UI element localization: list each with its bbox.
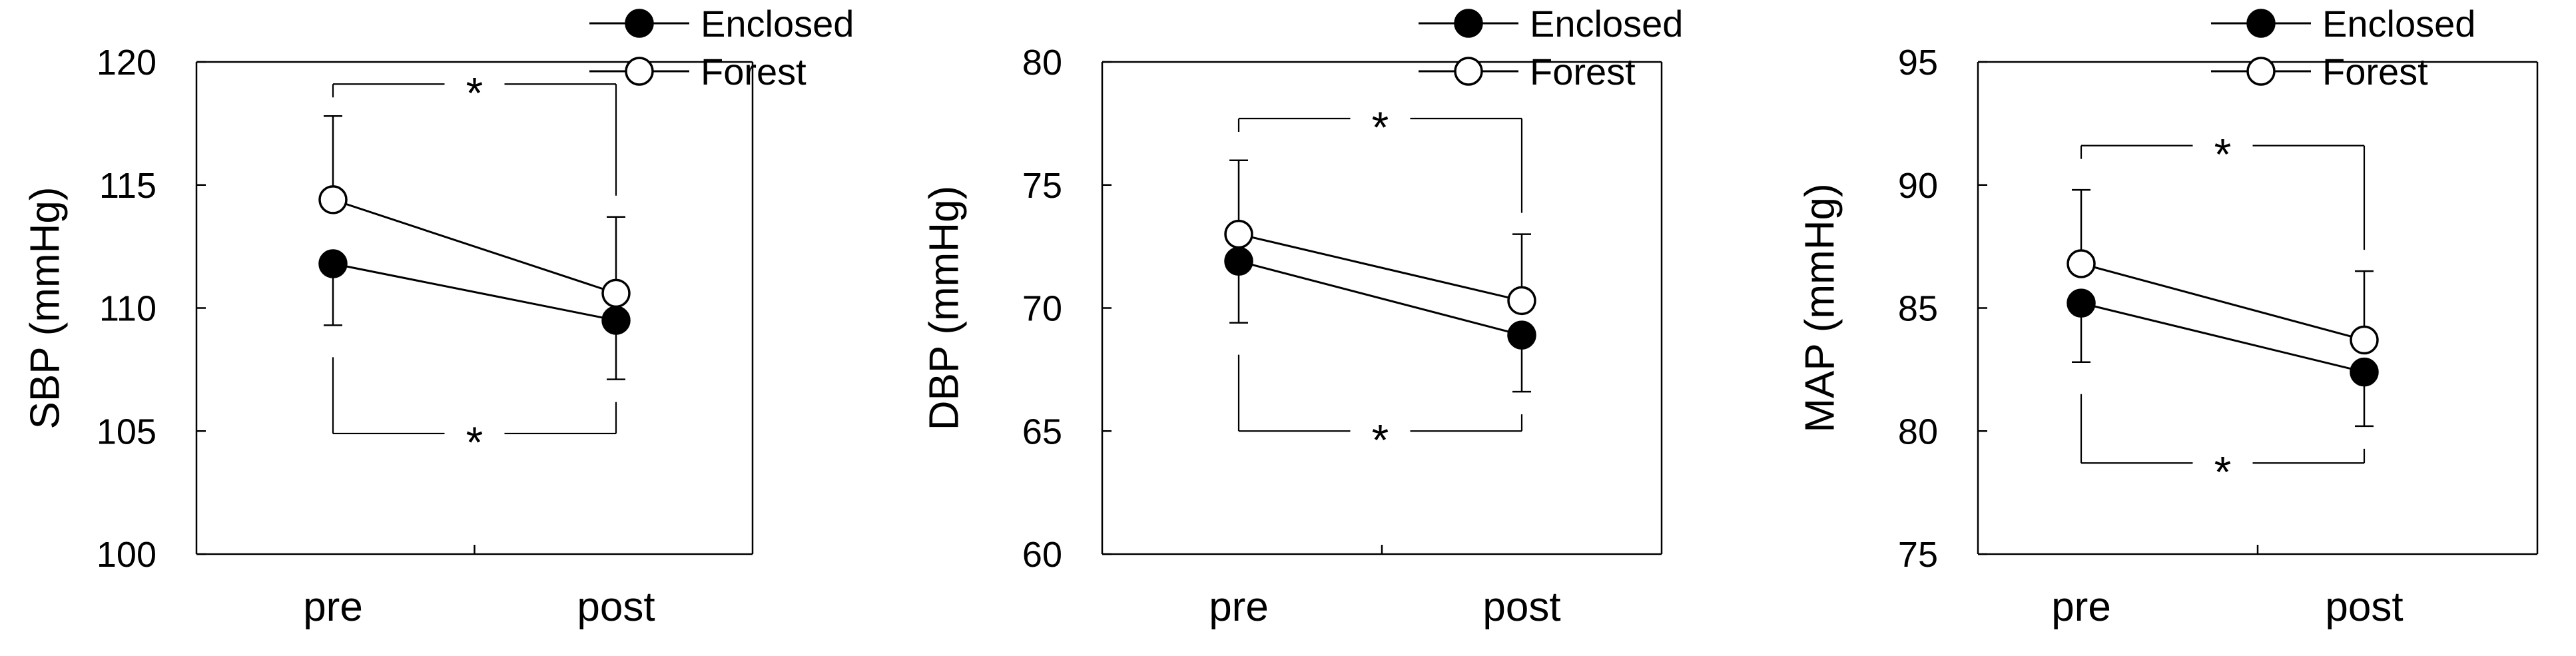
y-tick-label: 110	[99, 289, 157, 329]
significance-star: *	[2214, 130, 2232, 179]
legend-label: Forest	[1530, 51, 1636, 93]
y-tick-label: 60	[1022, 535, 1062, 575]
y-tick-label: 90	[1898, 166, 1938, 206]
y-tick-label: 95	[1898, 43, 1938, 83]
legend-marker	[1454, 57, 1483, 86]
data-point-enclosed-post	[2350, 357, 2379, 387]
y-axis-title: DBP (mmHg)	[922, 186, 968, 430]
y-tick-label: 75	[1022, 166, 1062, 206]
series-line-forest	[2081, 262, 2365, 341]
y-axis-title: SBP (mmHg)	[23, 186, 69, 429]
bottom-significance-bracket: *	[2080, 394, 2366, 496]
data-point-forest-pre	[1224, 219, 1253, 249]
series-line-forest	[1238, 233, 1522, 302]
data-point-enclosed-post	[601, 306, 631, 335]
top-significance-bracket: *	[332, 68, 617, 196]
significance-star: *	[466, 68, 483, 117]
chart-panel-3: 75 80 85 90 95 pre post MAP (mmHg) * * Enclosed For…	[1797, 3, 2539, 630]
y-axis-title: MAP (mmHg)	[1797, 183, 1843, 432]
legend-entry-forest: Forest	[1419, 51, 1636, 93]
legend-entry-enclosed: Enclosed	[1419, 3, 1683, 45]
significance-star: *	[466, 418, 483, 467]
bottom-significance-bracket: *	[332, 357, 617, 467]
significance-star: *	[1372, 103, 1389, 152]
legend-entry-forest: Forest	[2211, 51, 2428, 93]
y-tick-label: 65	[1022, 412, 1062, 452]
y-tick-label: 100	[97, 535, 157, 575]
data-point-enclosed-pre	[1224, 246, 1253, 276]
legend-marker	[2246, 9, 2276, 38]
series-line-forest	[332, 198, 617, 294]
top-significance-bracket: *	[2080, 130, 2366, 250]
top-significance-bracket: *	[1237, 103, 1523, 213]
y-tick-label: 115	[99, 166, 157, 206]
legend-label: Forest	[701, 51, 806, 93]
legend-entry-forest: Forest	[589, 51, 806, 93]
bottom-significance-bracket: *	[1237, 354, 1523, 464]
data-point-enclosed-post	[1507, 320, 1536, 350]
legend-label: Enclosed	[2322, 3, 2475, 45]
significance-star: *	[2214, 447, 2232, 496]
y-tick-label: 75	[1898, 535, 1938, 575]
data-point-enclosed-pre	[2067, 288, 2096, 318]
y-tick-label: 85	[1898, 289, 1938, 329]
x-tick-label-pre: pre	[2051, 584, 2111, 630]
x-tick-label-pre: pre	[303, 584, 363, 630]
series-line-enclosed	[1238, 260, 1522, 336]
y-tick-label: 120	[97, 43, 157, 83]
legend-label: Enclosed	[701, 3, 854, 45]
x-tick-label-pre: pre	[1209, 584, 1269, 630]
data-point-forest-pre	[318, 185, 348, 214]
legend-entry-enclosed: Enclosed	[589, 3, 854, 45]
data-point-forest-pre	[2067, 249, 2096, 278]
series-line-enclosed	[2081, 302, 2365, 374]
legend-marker	[2246, 57, 2276, 86]
series-line-enclosed	[332, 262, 617, 322]
data-point-enclosed-pre	[318, 249, 348, 278]
data-point-forest-post	[1507, 286, 1536, 316]
legend-entry-enclosed: Enclosed	[2211, 3, 2475, 45]
y-tick-label: 105	[97, 412, 157, 452]
data-point-forest-post	[2350, 325, 2379, 355]
y-tick-label: 80	[1898, 412, 1938, 452]
y-tick-label: 80	[1022, 43, 1062, 83]
chart-panel-2: 60 65 70 75 80 pre post DBP (mmHg) * * Enclosed For…	[922, 3, 1684, 630]
legend-marker	[625, 9, 654, 38]
chart-panel-1: 100 105 110 115 120 pre post SBP (mmHg) * * Enclos…	[23, 3, 854, 630]
legend-label: Enclosed	[1530, 3, 1683, 45]
legend-label: Forest	[2322, 51, 2428, 93]
x-tick-label-post: post	[1482, 584, 1560, 630]
legend-marker	[1454, 9, 1483, 38]
x-tick-label-post: post	[577, 584, 655, 630]
significance-star: *	[1372, 415, 1389, 464]
y-tick-label: 70	[1022, 289, 1062, 329]
x-tick-label-post: post	[2325, 584, 2403, 630]
legend-marker	[625, 57, 654, 86]
data-point-forest-post	[601, 278, 631, 308]
